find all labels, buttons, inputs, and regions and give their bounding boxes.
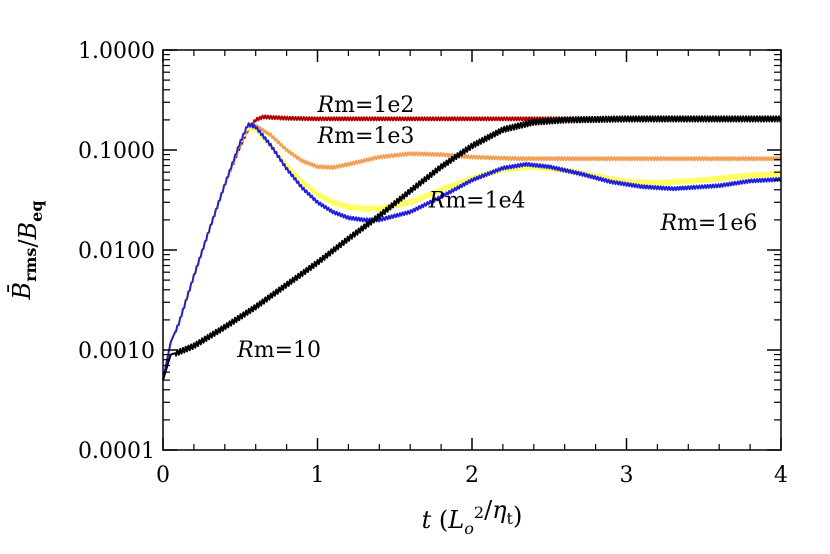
series-line-Rm=1e3 xyxy=(162,123,782,381)
series-line-Rm=10 xyxy=(162,115,782,381)
series-line-Rm=1e4 xyxy=(162,122,782,381)
series-label: Rm=1e3 xyxy=(317,124,415,149)
x-tick-label: 2 xyxy=(465,463,479,488)
series-label: Rm=1e2 xyxy=(317,93,415,118)
y-tick-label: 0.0100 xyxy=(78,239,155,264)
series-label: Rm=1e6 xyxy=(659,211,757,236)
x-tick-label: 3 xyxy=(620,463,634,488)
y-tick-label: 0.0010 xyxy=(78,339,155,364)
ticks-layer xyxy=(162,49,782,451)
x-tick-label: 1 xyxy=(311,463,325,488)
x-tick-label: 0 xyxy=(156,463,170,488)
x-tick-label: 4 xyxy=(774,463,788,488)
y-tick-label: 1.0000 xyxy=(78,39,155,64)
series-label: Rm=10 xyxy=(236,338,321,363)
series-layer xyxy=(161,114,783,381)
labels-layer: 0 1 2 3 4 0.0001 0.0010 0.0100 0.1000 1.0000 Rm=1e… xyxy=(78,39,788,488)
y-tick-label: 0.0001 xyxy=(78,439,155,464)
y-axis-label: B̄rms/Beq xyxy=(8,200,46,300)
x-axis-label: t (Lo2/ηt) xyxy=(422,496,523,538)
series-label: Rm=1e4 xyxy=(428,189,526,214)
y-tick-label: 0.1000 xyxy=(78,139,155,164)
plot-frame xyxy=(162,49,782,451)
